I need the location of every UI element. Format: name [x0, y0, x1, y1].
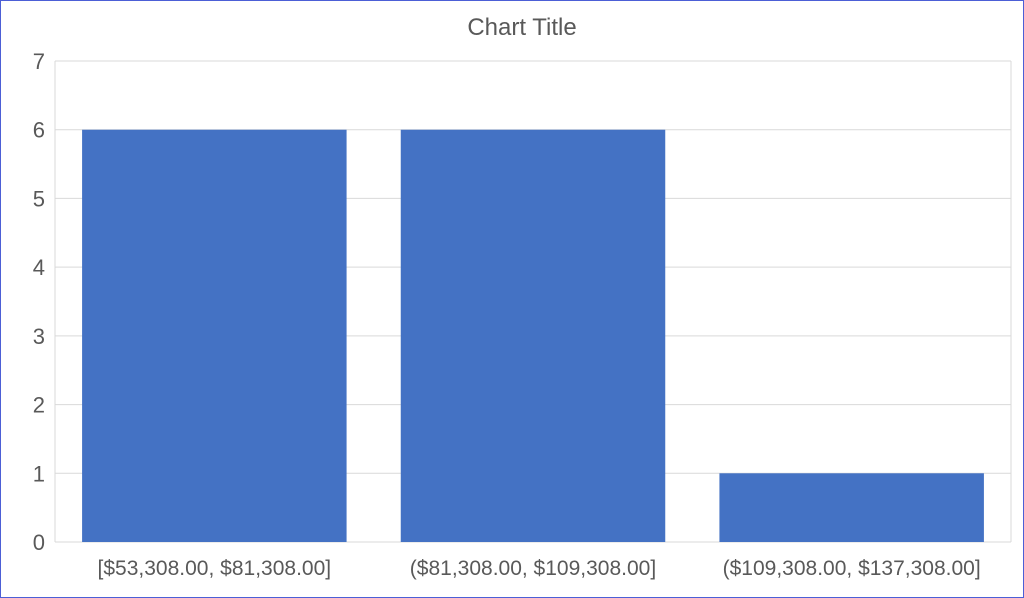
x-axis-categories: [$53,308.00, $81,308.00] ($81,308.00, $10… [98, 557, 981, 580]
bar [719, 473, 984, 542]
y-tick-label: 2 [33, 393, 45, 418]
x-category-label: ($109,308.00, $137,308.00] [723, 557, 981, 580]
y-tick-label: 6 [33, 118, 45, 143]
chart-title: Chart Title [467, 14, 576, 41]
y-tick-label: 1 [33, 461, 45, 486]
y-tick-label: 0 [33, 530, 45, 555]
y-tick-label: 3 [33, 324, 45, 349]
y-tick-label: 7 [33, 49, 45, 74]
x-category-label: [$53,308.00, $81,308.00] [98, 557, 332, 580]
bar [82, 129, 347, 542]
y-tick-label: 4 [33, 255, 45, 280]
y-axis-ticks: 0 1 2 3 4 5 6 7 [33, 49, 45, 555]
bar [400, 129, 666, 542]
bars [82, 129, 984, 542]
x-category-label: ($81,308.00, $109,308.00] [410, 557, 656, 580]
y-tick-label: 5 [33, 186, 45, 211]
